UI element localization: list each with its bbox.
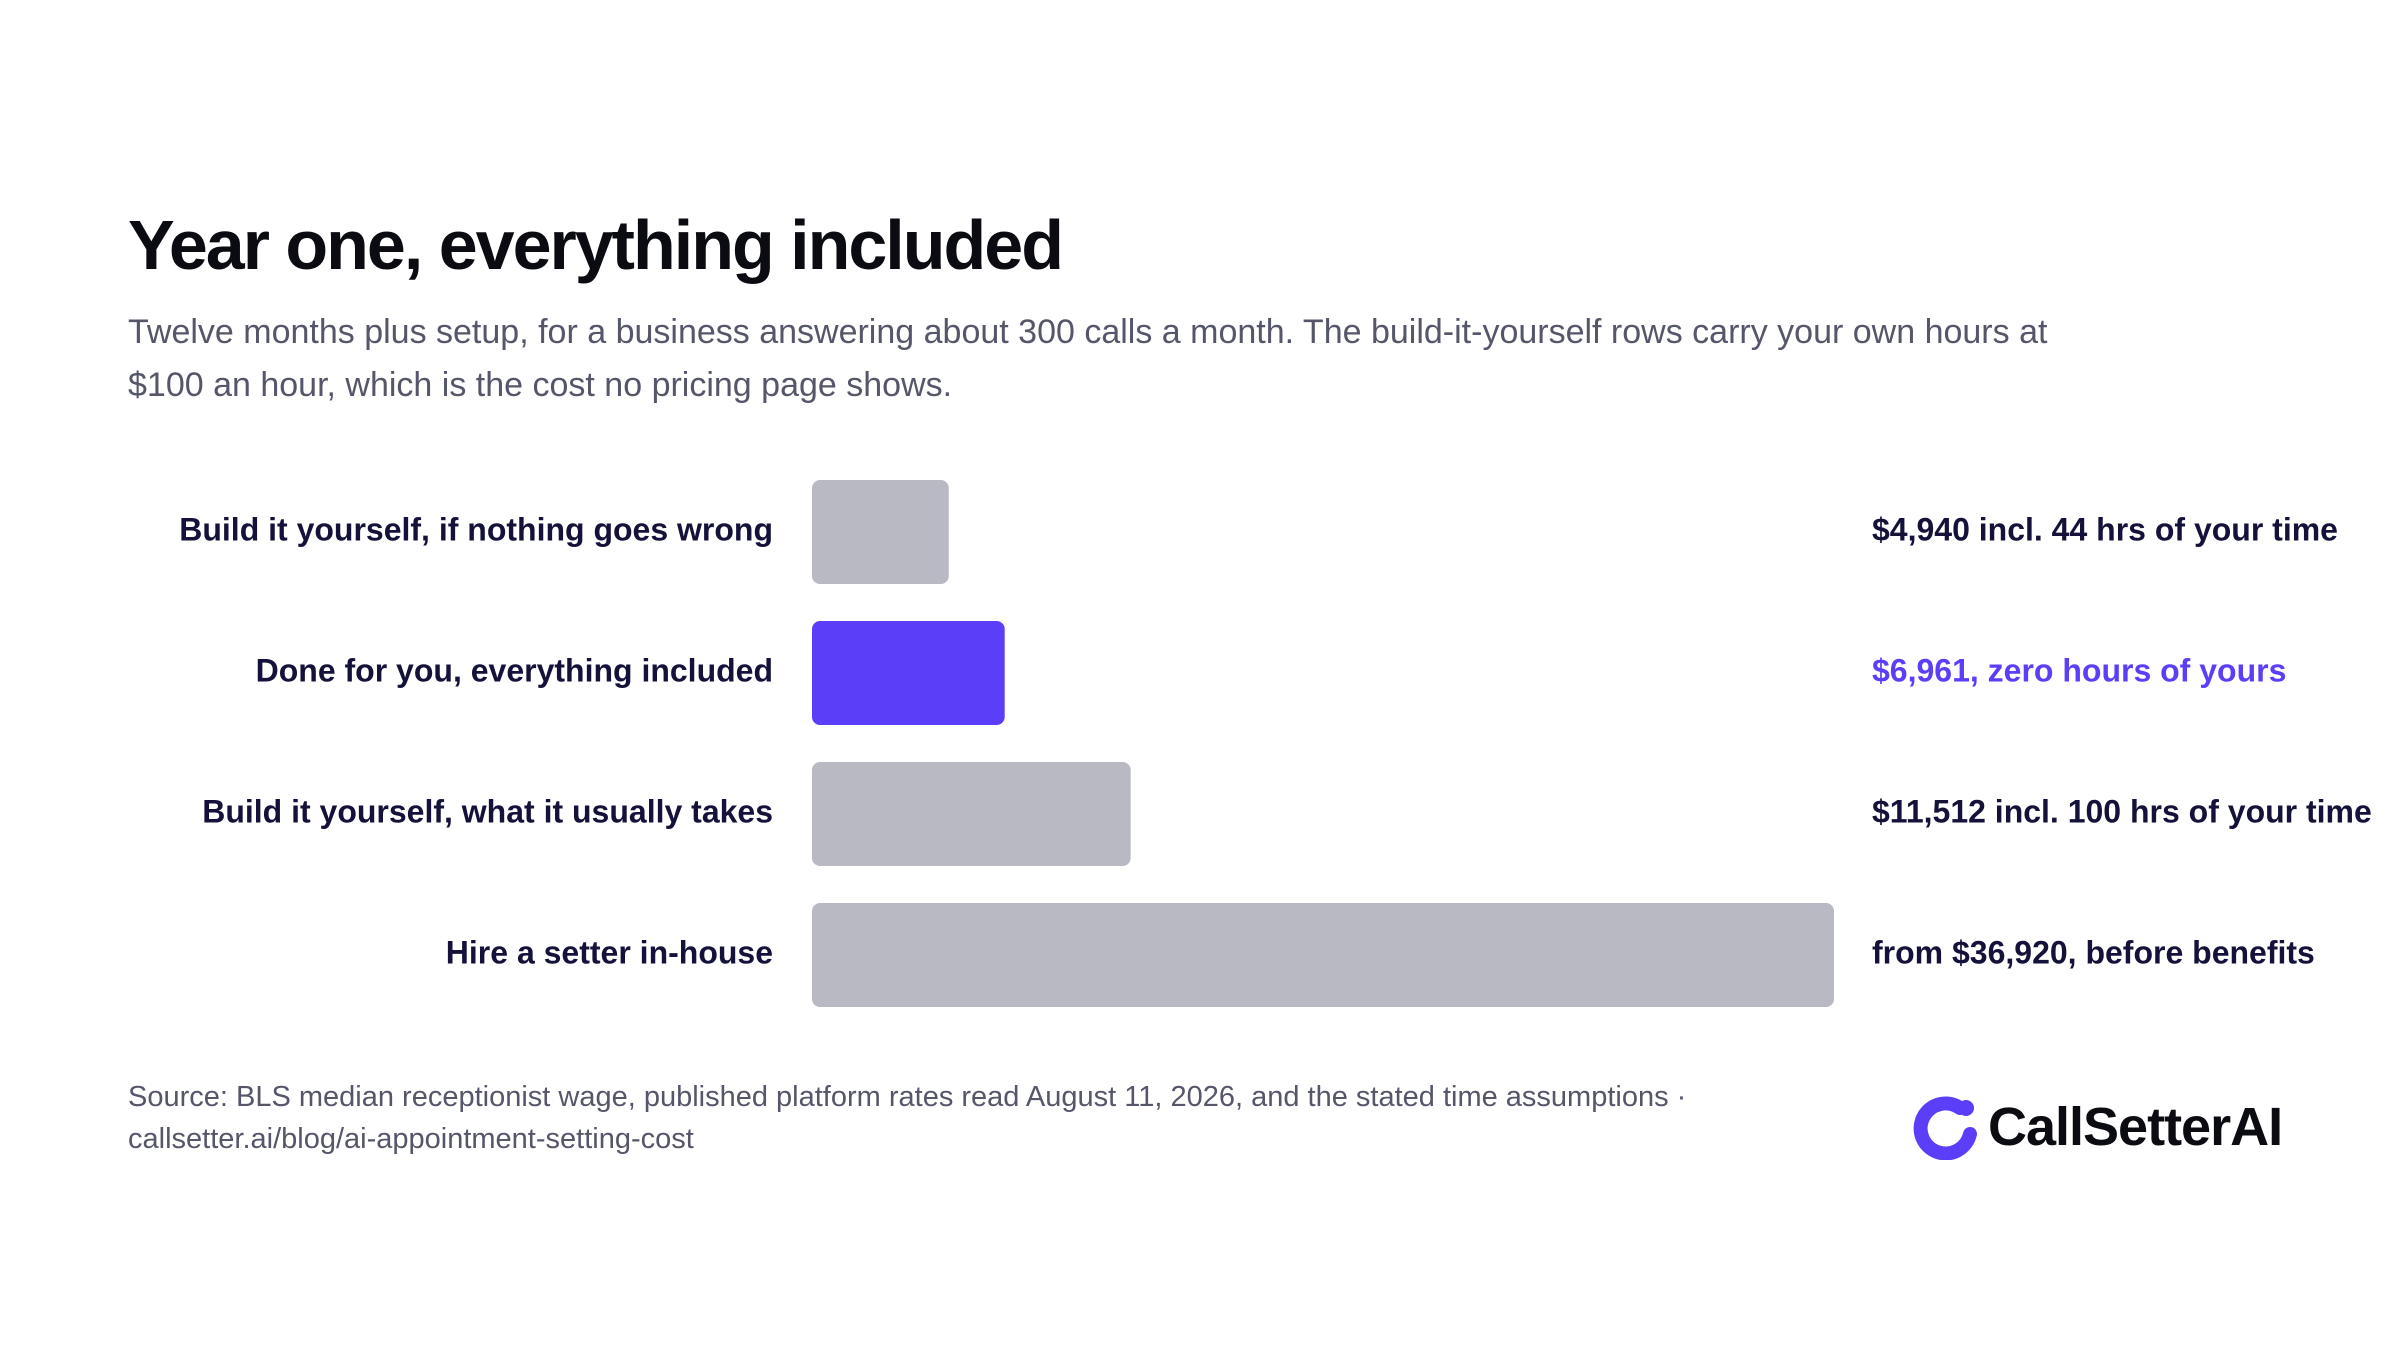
value-label: $6,961, zero hours of yours (1872, 652, 2286, 688)
value-label: $4,940 incl. 44 hrs of your time (1872, 511, 2338, 547)
brand-logo: CallSetterAI (1912, 1092, 2283, 1162)
callsetter-logo-icon (1913, 1096, 1977, 1160)
bar (812, 903, 1834, 1007)
bar (812, 762, 1131, 866)
bar (812, 621, 1005, 725)
brand-name: CallSetterAI (1988, 1097, 2283, 1157)
category-label: Hire a setter in-house (446, 934, 773, 970)
chart-title: Year one, everything included (128, 206, 1064, 284)
category-label: Done for you, everything included (256, 652, 773, 688)
category-label: Build it yourself, what it usually takes (202, 793, 773, 829)
category-label: Build it yourself, if nothing goes wrong (179, 511, 773, 547)
bar-chart: Build it yourself, if nothing goes wrong… (179, 480, 2372, 1007)
chart-subtitle: Twelve months plus setup, for a business… (128, 313, 2048, 404)
value-label: from $36,920, before benefits (1872, 934, 2315, 970)
value-label: $11,512 incl. 100 hrs of your time (1872, 793, 2372, 829)
bar (812, 480, 949, 584)
source-note: Source: BLS median receptionist wage, pu… (128, 1081, 1687, 1155)
